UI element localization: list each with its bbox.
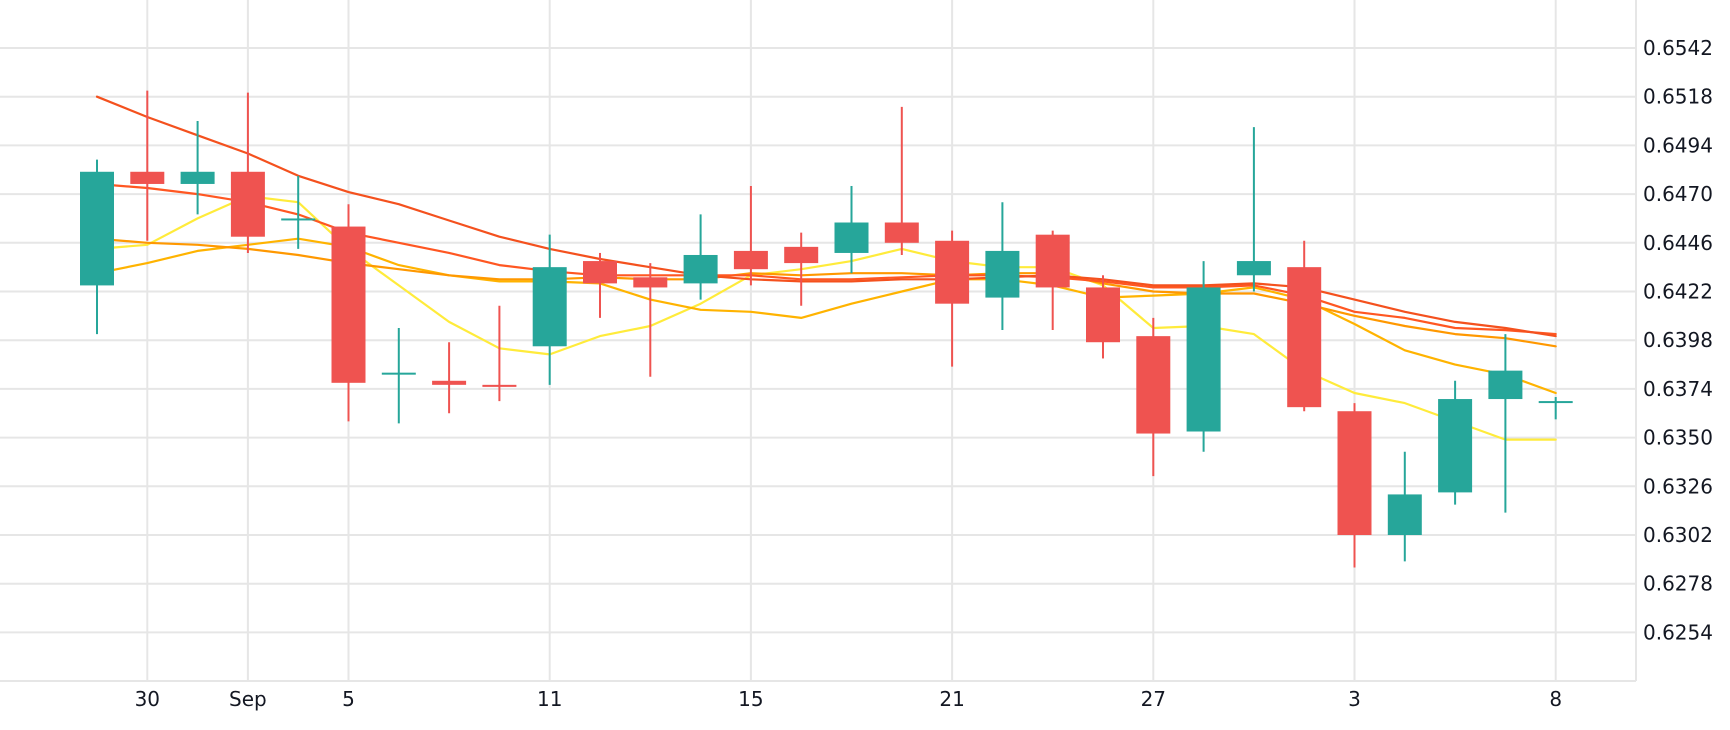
candle-up[interactable] [834, 185, 869, 274]
price-tick-label: 0.6374 [1643, 377, 1713, 401]
candle-body [633, 277, 668, 288]
candle-down[interactable] [482, 305, 517, 402]
candle-body [432, 380, 467, 385]
price-tick-label: 0.6326 [1643, 474, 1713, 498]
time-tick-label: 27 [1141, 687, 1166, 711]
candle-body [935, 240, 970, 304]
candle-body [1287, 267, 1322, 408]
candle-up[interactable] [1538, 397, 1573, 420]
candle-body [180, 171, 215, 184]
price-tick-label: 0.6398 [1643, 328, 1713, 352]
candle-body [281, 218, 316, 221]
candle-body [1086, 287, 1120, 343]
candle-down[interactable] [935, 230, 970, 367]
candle-down[interactable] [432, 342, 467, 414]
candle-up[interactable] [683, 214, 718, 300]
candle-body [1186, 287, 1221, 432]
price-tick-label: 0.6542 [1643, 36, 1713, 60]
price-tick-label: 0.6422 [1643, 280, 1713, 304]
candle-body [482, 384, 517, 387]
candle-up[interactable] [1488, 334, 1523, 513]
candle-down[interactable] [884, 106, 919, 255]
candle-up[interactable] [381, 328, 416, 424]
candle-down[interactable] [583, 252, 617, 318]
candle-body [985, 250, 1020, 298]
price-tick-label: 0.6470 [1643, 182, 1713, 206]
candle-down[interactable] [633, 263, 668, 377]
candle-body [733, 250, 768, 270]
price-tick-label: 0.6278 [1643, 572, 1713, 596]
ma-line-2 [95, 237, 1557, 395]
candle-down[interactable] [733, 185, 768, 286]
time-tick-label: 5 [342, 687, 355, 711]
ma-line-1 [95, 195, 1557, 441]
time-tick-label: 8 [1549, 687, 1562, 711]
price-tick-label: 0.6254 [1643, 620, 1713, 644]
candle-up[interactable] [180, 121, 215, 215]
price-tick-label: 0.6518 [1643, 85, 1713, 109]
candles-layer [80, 90, 1573, 568]
candle-down[interactable] [1035, 230, 1070, 331]
candle-down[interactable] [230, 92, 265, 253]
candle-down[interactable] [331, 204, 366, 422]
candle-body [1136, 336, 1171, 434]
time-tick-label: Sep [229, 687, 267, 711]
price-tick-label: 0.6302 [1643, 523, 1713, 547]
candle-down[interactable] [130, 90, 165, 241]
candle-body [230, 171, 265, 237]
candle-up[interactable] [532, 234, 567, 385]
candle-down[interactable] [1287, 240, 1322, 412]
candle-body [1035, 234, 1070, 288]
time-axis-labels[interactable]: 30 Sep 5 11 15 21 27 3 8 [135, 687, 1562, 711]
candle-body [784, 246, 819, 264]
candle-body [683, 254, 718, 284]
candle-body [1538, 401, 1573, 404]
candle-body [1387, 494, 1422, 535]
time-tick-label: 11 [537, 687, 562, 711]
candle-body [1488, 370, 1523, 400]
time-tick-label: 3 [1348, 687, 1361, 711]
candle-up[interactable] [1236, 127, 1271, 292]
time-tick-label: 15 [738, 687, 763, 711]
candle-body [583, 261, 617, 284]
candle-up[interactable] [985, 202, 1020, 331]
candle-body [381, 372, 416, 375]
candle-down[interactable] [1136, 317, 1171, 477]
candle-body [1337, 411, 1372, 535]
candle-body [1236, 261, 1271, 276]
candle-down[interactable] [1337, 403, 1372, 568]
price-tick-label: 0.6350 [1643, 426, 1713, 450]
candle-body [532, 267, 567, 347]
candle-body [130, 171, 165, 184]
candle-up[interactable] [1186, 261, 1221, 452]
candle-down[interactable] [784, 232, 819, 306]
candle-body [331, 226, 366, 383]
time-tick-label: 30 [135, 687, 160, 711]
candle-up[interactable] [281, 175, 316, 249]
price-axis-labels[interactable]: 0.6542 0.6518 0.6494 0.6470 0.6446 0.6422 0.63… [1643, 36, 1713, 644]
candle-body [1438, 399, 1473, 493]
ma-line-5 [95, 95, 1557, 338]
candle-body [80, 171, 114, 286]
candle-down[interactable] [1086, 275, 1120, 359]
price-tick-label: 0.6494 [1643, 133, 1713, 157]
candle-up[interactable] [1387, 451, 1422, 562]
price-tick-label: 0.6446 [1643, 231, 1713, 255]
time-tick-label: 21 [939, 687, 964, 711]
candle-body [834, 222, 869, 253]
grid-layer [0, 0, 1636, 681]
candle-up[interactable] [1438, 380, 1473, 505]
candle-body [884, 222, 919, 243]
candle-up[interactable] [80, 159, 114, 335]
